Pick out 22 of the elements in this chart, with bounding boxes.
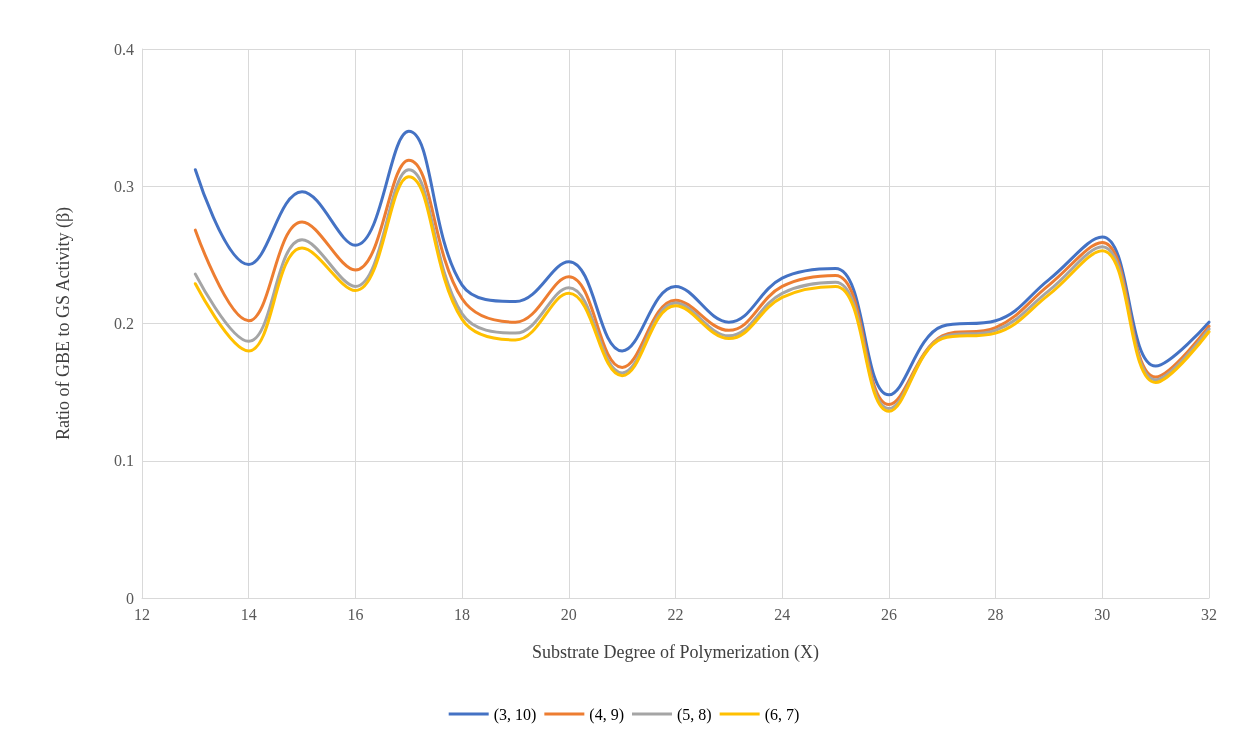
x-tick-label: 26 xyxy=(880,605,897,623)
y-tick-label: 0.2 xyxy=(114,315,134,332)
y-tick-label: 0.4 xyxy=(114,40,134,58)
x-tick-label: 18 xyxy=(454,605,471,623)
x-tick-label: 32 xyxy=(1201,605,1217,623)
x-tick-label: 16 xyxy=(347,605,364,623)
x-tick-label: 20 xyxy=(560,605,577,623)
x-tick-label: 22 xyxy=(667,605,684,623)
y-tick-label: 0 xyxy=(126,589,134,607)
y-tick-label: 0.1 xyxy=(114,452,134,470)
x-tick-label: 12 xyxy=(134,605,150,623)
x-tick-label: 14 xyxy=(240,605,257,623)
x-axis-title: Substrate Degree of Polymerization (X) xyxy=(532,642,819,663)
y-tick-label: 0.3 xyxy=(114,177,134,195)
legend-label: (5, 8) xyxy=(677,705,712,724)
x-tick-label: 28 xyxy=(987,605,1004,623)
y-axis-title: Ratio of GBE to GS Activity (β) xyxy=(53,206,74,441)
legend-label: (6, 7) xyxy=(764,705,800,724)
x-tick-label: 24 xyxy=(774,605,791,623)
legend-label: (4, 9) xyxy=(589,705,624,724)
legend-label: (3, 10) xyxy=(493,705,537,724)
x-tick-label: 30 xyxy=(1094,605,1111,623)
